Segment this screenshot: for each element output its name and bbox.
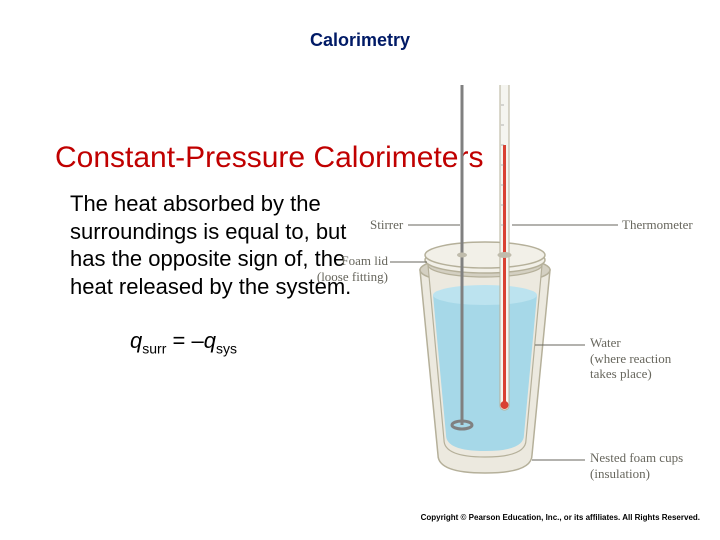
equation-op: = – [166, 328, 203, 353]
label-foamlid-2: (loose fitting) [317, 269, 388, 284]
equation-q2: q [204, 328, 216, 353]
label-thermometer: Thermometer [622, 217, 693, 233]
copyright-text: Copyright © Pearson Education, Inc., or … [421, 513, 700, 522]
calorimeter-svg [370, 85, 710, 485]
label-nested-1: Nested foam cups [590, 450, 683, 465]
label-water-3: takes place) [590, 366, 652, 381]
calorimeter-diagram: Stirrer Thermometer Foam lid (loose fitt… [370, 85, 710, 485]
page-header-title: Calorimetry [0, 0, 720, 51]
equation-q1: q [130, 328, 142, 353]
label-nested-2: (insulation) [590, 466, 650, 481]
label-water-1: Water [590, 335, 621, 350]
equation-sub1: surr [142, 340, 166, 356]
label-stirrer: Stirrer [370, 217, 403, 233]
label-water-2: (where reaction [590, 351, 671, 366]
label-foamlid-1: Foam lid [341, 253, 388, 268]
equation-sub2: sys [216, 340, 237, 356]
